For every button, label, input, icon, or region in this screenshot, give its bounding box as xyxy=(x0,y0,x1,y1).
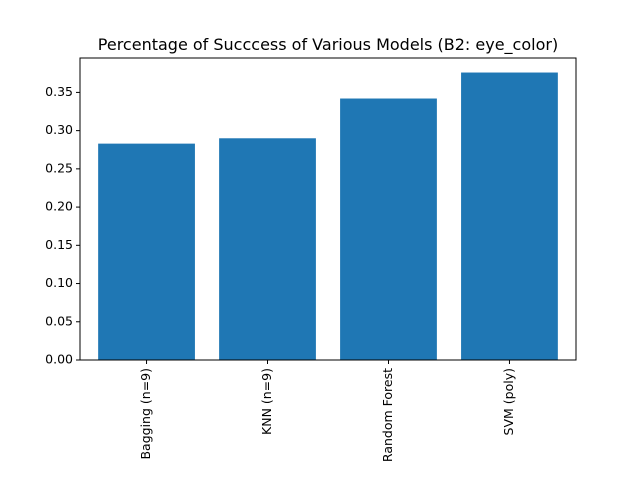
y-tick-label-5: 0.25 xyxy=(45,160,73,175)
y-tick-label-7: 0.35 xyxy=(45,84,73,99)
bar-4 xyxy=(461,72,558,360)
bar-1 xyxy=(98,143,195,360)
chart-title: Percentage of Succcess of Various Models… xyxy=(98,35,558,55)
x-tick-label-2: KNN (n=9) xyxy=(259,368,274,435)
y-tick-label-1: 0.05 xyxy=(45,313,73,328)
y-tick-label-4: 0.20 xyxy=(45,199,73,214)
y-tick-label-2: 0.10 xyxy=(45,275,73,290)
x-axis: Bagging (n=9) KNN (n=9) Random Forest SVM (… xyxy=(138,360,516,462)
x-tick-label-3: Random Forest xyxy=(380,368,395,462)
bars-group xyxy=(98,72,558,361)
y-tick-label-3: 0.15 xyxy=(45,237,73,252)
y-axis: 0.00 0.05 0.10 0.15 0.20 0.25 0.30 0.35 xyxy=(45,84,80,367)
y-tick-label-0: 0.00 xyxy=(45,352,73,367)
x-tick-label-4: SVM (poly) xyxy=(501,368,516,435)
bar-2 xyxy=(219,138,316,360)
y-tick-label-6: 0.30 xyxy=(45,122,73,137)
plot-frame xyxy=(79,57,577,361)
bar-3 xyxy=(340,98,437,361)
x-tick-label-1: Bagging (n=9) xyxy=(138,368,153,460)
